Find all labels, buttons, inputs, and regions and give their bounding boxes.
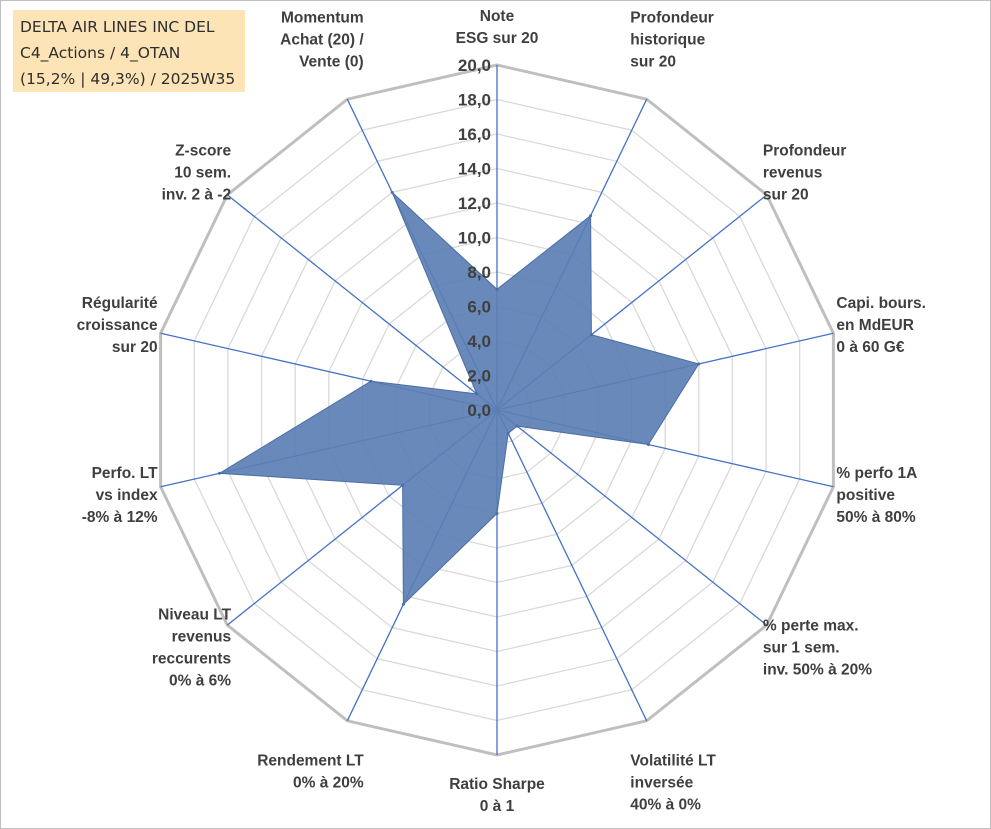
series-point xyxy=(495,287,499,291)
radial-tick-label: 10,0 xyxy=(458,229,491,248)
radial-tick-label: 6,0 xyxy=(467,298,491,317)
category-label: Ratio Sharpe 0 à 1 xyxy=(449,776,545,815)
radial-tick-label: 18,0 xyxy=(458,91,491,110)
series-point xyxy=(515,424,519,428)
category-label: Momentum Achat (20) / Vente (0) xyxy=(280,10,364,71)
grid-spoke xyxy=(496,409,648,722)
radial-tick-labels: 0,0 2,0 4,0 6,0 8,0 10,0 12,0 14,0 16,0 18,0 20,0 xyxy=(458,56,491,420)
title-line-2: C4_Actions / 4_OTAN xyxy=(20,44,181,62)
series-point xyxy=(506,431,510,435)
radial-tick-label: 8,0 xyxy=(467,263,491,282)
radial-tick-label: 2,0 xyxy=(467,367,491,386)
series-point xyxy=(369,379,373,383)
category-label: Niveau LT revenus reccurents 0% à 6% xyxy=(152,607,232,690)
category-label: Capi. bours. en MdEUR 0 à 60 G€ xyxy=(836,295,926,356)
series-polygon xyxy=(217,192,700,606)
radial-tick-label: 14,0 xyxy=(458,160,491,179)
chart-title-box: DELTA AIR LINES INC DEL C4_Actions / 4_O… xyxy=(13,10,245,92)
series-point xyxy=(589,333,593,337)
grid-spoke xyxy=(496,409,768,626)
category-label: Profondeur historique sur 20 xyxy=(630,10,714,71)
radial-tick-label: 0,0 xyxy=(467,401,491,420)
radial-tick-label: 4,0 xyxy=(467,332,491,351)
series-area xyxy=(217,190,701,606)
category-label: % perfo 1A positive 50% à 80% xyxy=(836,465,917,526)
radial-tick-label: 20,0 xyxy=(458,56,491,75)
series-point xyxy=(646,443,650,446)
category-label: % perte max. sur 1 sem. inv. 50% à 20% xyxy=(763,618,872,679)
series-point xyxy=(401,602,405,606)
series-point xyxy=(401,483,405,487)
series-point xyxy=(218,471,221,475)
series-point xyxy=(390,190,394,194)
series-point xyxy=(589,214,593,218)
category-label: Note ESG sur 20 xyxy=(456,8,539,47)
category-labels: Note ESG sur 20 Profondeur historique sur 20… xyxy=(77,8,926,815)
category-label: Perfo. LT vs index -8% à 12% xyxy=(82,465,158,526)
category-label: Profondeur revenus sur 20 xyxy=(763,143,847,204)
title-line-3: (15,2% | 49,3%) / 2025W35 xyxy=(20,70,236,88)
category-label: Volatilité LT inversée 40% à 0% xyxy=(630,752,716,813)
category-label: Z-score 10 sem. inv. 2 à -2 xyxy=(162,143,232,204)
radial-tick-label: 12,0 xyxy=(458,194,491,213)
category-label: Rendement LT 0% à 20% xyxy=(257,752,364,791)
series-point xyxy=(697,362,701,366)
grid-spoke xyxy=(226,194,498,411)
radial-tick-label: 16,0 xyxy=(458,125,491,144)
series-point xyxy=(475,392,479,396)
category-label: Régularité croissance sur 20 xyxy=(77,295,158,356)
series-point xyxy=(495,512,499,515)
title-line-1: DELTA AIR LINES INC DEL xyxy=(20,18,215,36)
